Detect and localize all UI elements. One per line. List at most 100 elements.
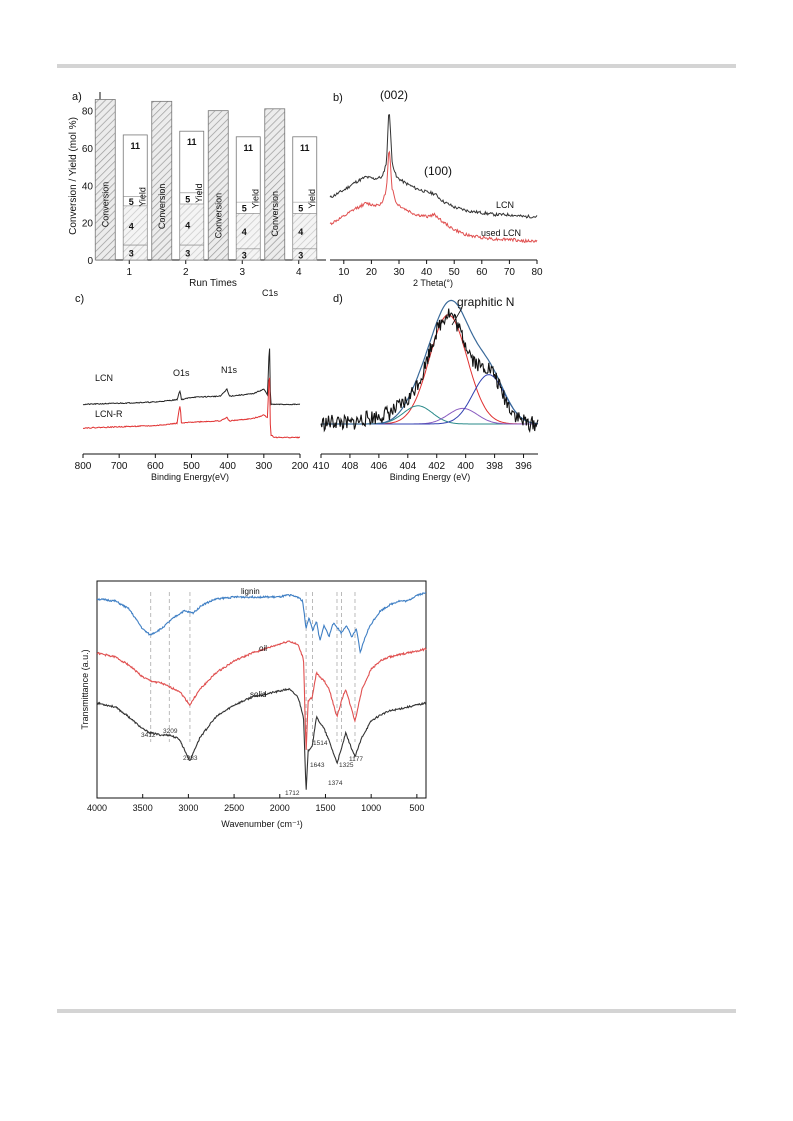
b-series-line: [329, 114, 538, 219]
c-x-tick-label: 200: [292, 461, 309, 472]
yield-segment-label: 3: [129, 249, 134, 259]
d-x-axis-title: Binding Energy (eV): [390, 472, 471, 482]
ftir-y-axis-title: Transmittance (a.u.): [80, 649, 90, 729]
a-y-tick-label: 60: [82, 144, 94, 155]
ftir-peak-label: 1325: [339, 762, 354, 769]
d-x-tick-label: 402: [428, 461, 445, 472]
ftir-peak-label: 3412: [141, 732, 156, 739]
ftir-legend-lignin: lignin: [241, 587, 260, 596]
ftir-peak-label: 2983: [183, 755, 198, 762]
c-x-tick-label: 600: [147, 461, 164, 472]
yield-segment-label: 5: [129, 197, 134, 207]
ftir-peak-label: 1514: [313, 740, 328, 747]
b-legend-used-lcn: used LCN: [481, 228, 521, 238]
d-annotation-graphitic-n: graphitic N: [457, 295, 514, 309]
panel-a: a) 0 20 40 60 80 1 Conversion 3 4 5 11 Yield 2 Convers…: [68, 91, 326, 289]
yield-segment-label: 4: [129, 221, 134, 231]
c-x-tick-label: 400: [219, 461, 236, 472]
yield-segment-label: 3: [298, 250, 303, 260]
yield-bar-label: Yield: [307, 189, 317, 209]
panel-a-label: a): [72, 91, 82, 103]
yield-segment-label: 4: [185, 221, 190, 231]
b-legend-lcn: LCN: [496, 200, 514, 210]
c-series-line: [83, 377, 301, 439]
a-y-tick-label: 20: [82, 219, 94, 230]
ftir-x-tick-label: 2500: [224, 803, 244, 813]
a-x-axis-title: Run Times: [189, 278, 237, 289]
b-x-tick-label: 60: [476, 267, 488, 278]
a-x-tick-label: 2: [183, 267, 189, 278]
c-annotation-o1s: O1s: [173, 368, 190, 378]
a-x-tick-label: 3: [239, 267, 245, 278]
b-annotation-002: (002): [380, 88, 408, 102]
panel-d-label: d): [333, 293, 343, 305]
ftir-x-tick-label: 4000: [87, 803, 107, 813]
yield-segment-label: 11: [187, 137, 197, 147]
conversion-bar: [94, 99, 116, 261]
yield-segment: [236, 248, 261, 261]
d-x-tick-label: 410: [313, 461, 330, 472]
b-x-axis-title: 2 Theta(°): [413, 278, 453, 288]
c-legend-lcn: LCN: [95, 373, 113, 383]
d-x-tick-label: 400: [457, 461, 474, 472]
yield-segment-label: 3: [242, 250, 247, 260]
ftir-peak-label: 1374: [328, 780, 343, 787]
top-rule: [57, 64, 736, 68]
d-data-line: [320, 308, 539, 433]
yield-segment: [123, 205, 148, 246]
b-annotation-100: (100): [424, 164, 452, 178]
ftir-peak-label: 3209: [163, 728, 178, 735]
ftir-frame: [96, 580, 427, 799]
yield-segment: [179, 203, 204, 246]
c-x-axis-title: Binding Energy(eV): [151, 472, 229, 482]
yield-segment-label: 4: [298, 227, 303, 237]
ftir-x-tick-label: 3000: [178, 803, 198, 813]
yield-segment-label: 4: [242, 227, 247, 237]
c-x-tick-label: 700: [111, 461, 128, 472]
ftir-peak-label: 1643: [310, 762, 325, 769]
d-fit-envelope: [321, 299, 539, 425]
ftir-legend-solid: solid: [250, 690, 266, 699]
conversion-bar-label: Conversion: [157, 184, 167, 230]
b-series-line: [329, 150, 538, 244]
c-x-tick-label: 800: [75, 461, 92, 472]
d-x-tick-label: 406: [371, 461, 388, 472]
a-y-tick-label: 0: [87, 256, 93, 267]
panel-b: b) 10 20 30 40 50 60 70 80 LCN used LCN (002) (100) 2…: [329, 88, 543, 288]
yield-segment-label: 5: [242, 204, 247, 214]
panel-c-label: c): [75, 293, 84, 305]
a-x-tick-label: 4: [296, 267, 302, 278]
yield-segment-label: 3: [185, 249, 190, 259]
yield-segment: [179, 244, 204, 261]
yield-bar-label: Yield: [194, 183, 204, 203]
bottom-rule: [57, 1009, 736, 1013]
yield-segment: [123, 244, 148, 261]
c-annotation-n1s: N1s: [221, 365, 238, 375]
b-x-tick-label: 10: [338, 267, 350, 278]
c-legend-lcn-r: LCN-R: [95, 409, 123, 419]
yield-segment: [292, 213, 317, 250]
conversion-bar-label: Conversion: [270, 191, 280, 237]
ftir-x-tick-label: 1000: [361, 803, 381, 813]
panel-ftir: 4000 3500 3000 2500 2000 1500 1000 500 lignin oil…: [80, 580, 427, 829]
yield-segment-label: 11: [300, 143, 310, 153]
conversion-bar-label: Conversion: [100, 182, 110, 228]
yield-segment: [292, 248, 317, 261]
d-fit-component: [321, 314, 538, 425]
c-series-line: [82, 348, 301, 406]
conversion-bar-label: Conversion: [213, 193, 223, 239]
b-x-tick-label: 20: [366, 267, 378, 278]
c-annotation-c1s: C1s: [262, 288, 279, 298]
yield-segment-label: 5: [298, 204, 303, 214]
c-x-tick-label: 500: [183, 461, 200, 472]
ftir-series-line: [96, 640, 427, 750]
a-y-tick-label: 40: [82, 181, 94, 192]
ftir-series-line: [96, 592, 427, 655]
ftir-series-line: [96, 687, 427, 790]
yield-segment: [236, 213, 261, 250]
yield-bar-label: Yield: [137, 187, 147, 207]
b-x-tick-label: 50: [449, 267, 461, 278]
b-x-tick-label: 70: [504, 267, 516, 278]
panel-c: c) 800 700 600 500 400 300 200 LCN LCN-R C1s O1s N1s…: [75, 288, 309, 482]
ftir-x-axis-title: Wavenumber (cm⁻¹): [221, 819, 302, 829]
